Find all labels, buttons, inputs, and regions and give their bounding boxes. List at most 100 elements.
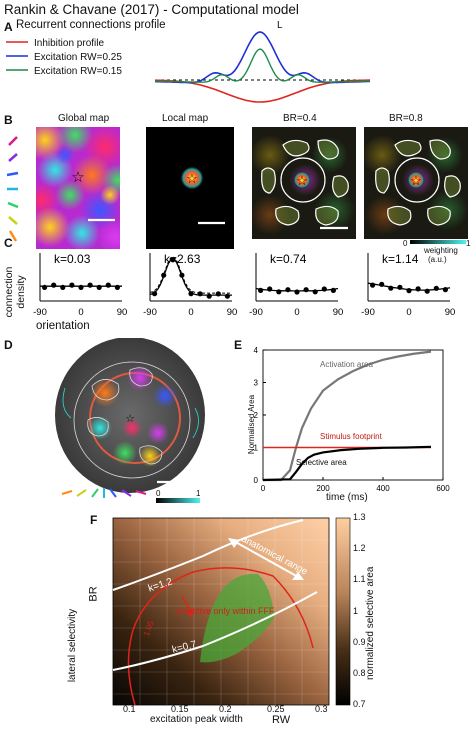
data-point (321, 286, 327, 292)
inhibition-profile-curve (154, 79, 371, 103)
data-point (78, 284, 84, 290)
data-point (170, 257, 176, 263)
panel-d-colorbar-min: 0 (156, 489, 161, 498)
stimulus-footprint-label: Stimulus footprint (320, 432, 382, 441)
data-point (105, 282, 111, 288)
orientation-plot-2: k=0.74 -90 0 90 (249, 252, 343, 318)
k-value-label: k=2.63 (164, 252, 201, 266)
orientation-legend-horizontal (61, 488, 147, 498)
panel-f-xlabel-short: RW (272, 714, 291, 726)
panel-f-xlabel: excitation peak width (150, 714, 243, 725)
y-tick-label: 4 (254, 346, 259, 355)
anatomical-range-arrow (231, 539, 301, 579)
data-point (161, 272, 167, 278)
panel-a-heading: Recurrent connections profile (16, 19, 166, 31)
global-map-star-icon: ☆ (71, 169, 84, 186)
data-point (69, 282, 75, 288)
k-value-label: k=0.03 (54, 252, 91, 266)
colorbar-tick-label: 1 (353, 606, 359, 616)
colorbar-tick-label: 0.8 (353, 668, 366, 678)
data-point (424, 288, 430, 294)
data-point (258, 287, 264, 293)
panel-e-ylabel: Normalised Area (247, 394, 257, 455)
scale-label-l: L (277, 20, 283, 31)
data-point (188, 291, 194, 297)
panel-b-maps: ☆ ☆ ☆ ☆ (6, 127, 468, 249)
x-tick-label: 200 (316, 484, 330, 493)
data-point (60, 284, 66, 290)
weighting-colorbar-unit: (a.u.) (428, 255, 447, 264)
data-point (42, 284, 48, 290)
orientation-legend-vertical (6, 136, 19, 242)
figure-title: Rankin & Chavane (2017) - Computational … (4, 2, 299, 17)
panel-e-xlabel: time (ms) (326, 492, 368, 503)
colorbar-tick-label: 1.3 (353, 512, 366, 522)
panel-a-chart (6, 31, 371, 103)
panel-f-ylabel-short: BR (87, 586, 100, 602)
x-tick-label: 400 (376, 484, 390, 493)
weighting-colorbar-min: 0 (403, 239, 408, 248)
x-tick-label: 0 (406, 307, 411, 318)
k12-line (112, 519, 304, 591)
x-tick-label: 90 (445, 307, 456, 318)
panel-e-label: E (234, 338, 243, 352)
x-tick-label: 0.1 (123, 704, 136, 714)
svg-text:☆: ☆ (410, 173, 422, 188)
k-value-label: k=0.74 (270, 252, 307, 266)
y-tick-label: 1 (254, 444, 259, 453)
x-tick-label: 0.3 (315, 704, 328, 714)
data-point (152, 291, 158, 297)
legend-label-excitation-015: Excitation RW=0.15 (34, 66, 122, 77)
data-point (267, 286, 273, 292)
data-point (442, 287, 448, 293)
data-point (312, 289, 318, 295)
orientation-plot-3: k=1.14 -90 0 90 (361, 252, 455, 318)
y-tick-label: 3 (254, 379, 259, 388)
selective-area-label: Selective area (296, 458, 347, 467)
data-point (114, 284, 120, 290)
data-point (397, 284, 403, 290)
data-point (224, 293, 230, 299)
colorbar-tick-label: 1.2 (353, 543, 366, 553)
panel-d-colorbar-max: 1 (196, 489, 201, 498)
legend-label-inhibition: Inhibition profile (34, 38, 105, 49)
panel-b-label: B (4, 113, 13, 127)
colorbar-f-label: normalized selective area (365, 566, 376, 680)
x-tick-label: 0 (188, 307, 193, 318)
x-tick-label: 0.15 (171, 704, 189, 714)
y-tick-label: 2 (254, 411, 259, 420)
legend-label-excitation-025: Excitation RW=0.25 (34, 52, 122, 63)
data-point (330, 287, 336, 293)
contour-105 (127, 567, 314, 706)
weighting-colorbar (410, 240, 466, 244)
data-point (206, 293, 212, 299)
x-tick-label: 0 (294, 307, 299, 318)
data-point (303, 287, 309, 293)
map-title-local: Local map (162, 113, 209, 124)
excitation-rw015-curve (155, 48, 370, 83)
x-tick-label: 0 (78, 307, 83, 318)
x-tick-label: 90 (333, 307, 344, 318)
x-tick-label: 90 (227, 307, 238, 318)
plot-frame (262, 349, 444, 481)
data-point (415, 286, 421, 292)
data-point (379, 281, 385, 287)
panel-d-map: ☆ (55, 338, 205, 503)
data-point (96, 284, 102, 290)
panel-f-map (112, 517, 351, 706)
k-value-label: k=1.14 (382, 252, 419, 266)
x-tick-label: 90 (117, 307, 128, 318)
k07-line (112, 591, 318, 671)
data-point (285, 287, 291, 293)
br08-map: ☆ (362, 127, 468, 239)
series-line-2 (262, 445, 432, 482)
panel-f-ylabel: lateral selectivity (67, 608, 79, 683)
colorbar-tick-label: 0.9 (353, 637, 366, 647)
data-point (276, 289, 282, 295)
map-title-br04: BR=0.4 (283, 113, 317, 124)
data-point (388, 285, 394, 291)
colorbar-tick-label: 0.7 (353, 699, 366, 709)
weighting-colorbar-max: 1 (466, 239, 471, 248)
local-map-star-icon: ☆ (186, 171, 198, 186)
x-tick-label: -90 (143, 307, 157, 318)
